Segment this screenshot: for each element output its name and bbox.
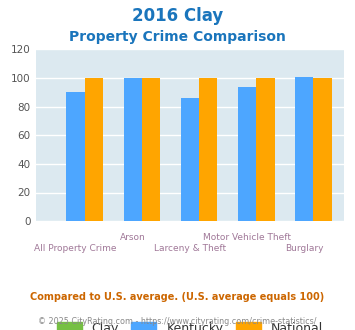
Text: Larceny & Theft: Larceny & Theft [154, 244, 226, 253]
Bar [313, 78, 332, 221]
Bar [66, 92, 85, 221]
Text: All Property Crime: All Property Crime [34, 244, 117, 253]
Bar [181, 98, 199, 221]
Bar [85, 78, 103, 221]
Text: Arson: Arson [120, 233, 146, 242]
Legend: Clay, Kentucky, National: Clay, Kentucky, National [51, 316, 328, 330]
Bar [238, 87, 256, 221]
Text: Motor Vehicle Theft: Motor Vehicle Theft [203, 233, 291, 242]
Bar [124, 78, 142, 221]
Text: Burglary: Burglary [285, 244, 323, 253]
Bar [295, 77, 313, 221]
Text: Property Crime Comparison: Property Crime Comparison [69, 30, 286, 44]
Bar [142, 78, 160, 221]
Bar [199, 78, 217, 221]
Bar [256, 78, 274, 221]
Text: Compared to U.S. average. (U.S. average equals 100): Compared to U.S. average. (U.S. average … [31, 292, 324, 302]
Text: © 2025 CityRating.com - https://www.cityrating.com/crime-statistics/: © 2025 CityRating.com - https://www.city… [38, 317, 317, 326]
Text: 2016 Clay: 2016 Clay [132, 7, 223, 25]
